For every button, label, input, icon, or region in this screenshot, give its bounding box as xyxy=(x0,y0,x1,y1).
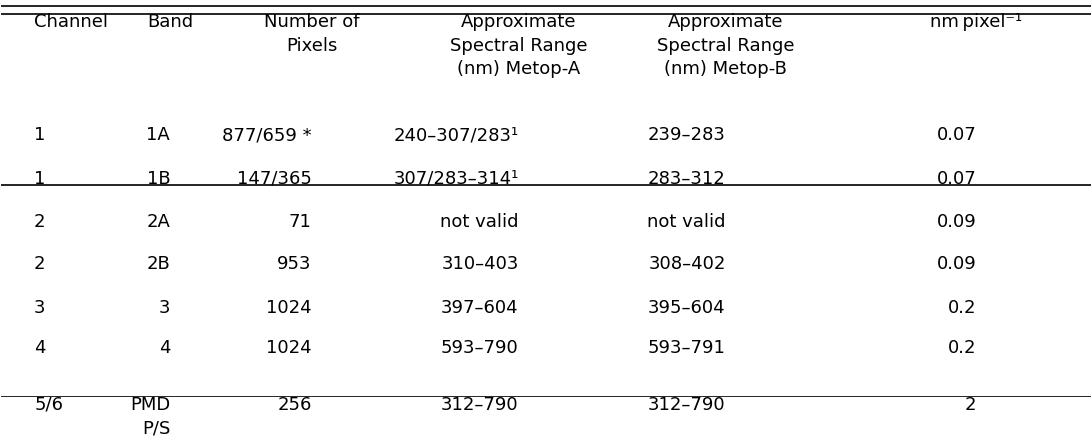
Text: 147/365: 147/365 xyxy=(237,170,312,187)
Text: not valid: not valid xyxy=(440,213,519,231)
Text: 4: 4 xyxy=(34,338,46,356)
Text: 2: 2 xyxy=(964,395,976,413)
Text: 310–403: 310–403 xyxy=(441,254,519,272)
Text: 953: 953 xyxy=(277,254,312,272)
Text: 0.07: 0.07 xyxy=(937,126,976,144)
Text: 0.2: 0.2 xyxy=(948,298,976,316)
Text: 397–604: 397–604 xyxy=(441,298,519,316)
Text: 308–402: 308–402 xyxy=(649,254,726,272)
Text: Channel: Channel xyxy=(34,13,108,31)
Text: 877/659 *: 877/659 * xyxy=(222,126,312,144)
Text: Band: Band xyxy=(147,13,193,31)
Text: not valid: not valid xyxy=(648,213,726,231)
Text: 395–604: 395–604 xyxy=(648,298,726,316)
Text: 283–312: 283–312 xyxy=(648,170,726,187)
Text: 307/283–314¹: 307/283–314¹ xyxy=(393,170,519,187)
Text: Number of
Pixels: Number of Pixels xyxy=(264,13,359,55)
Text: 2: 2 xyxy=(34,254,46,272)
Text: 1: 1 xyxy=(34,126,46,144)
Text: 2B: 2B xyxy=(146,254,170,272)
Text: 2: 2 xyxy=(34,213,46,231)
Text: 312–790: 312–790 xyxy=(648,395,726,413)
Text: 3: 3 xyxy=(158,298,170,316)
Text: 5/6: 5/6 xyxy=(34,395,63,413)
Text: 593–791: 593–791 xyxy=(648,338,726,356)
Text: 1A: 1A xyxy=(146,126,170,144)
Text: Approximate
Spectral Range
(nm) Metop-A: Approximate Spectral Range (nm) Metop-A xyxy=(450,13,587,78)
Text: 1: 1 xyxy=(34,170,46,187)
Text: 0.2: 0.2 xyxy=(948,338,976,356)
Text: 0.07: 0.07 xyxy=(937,170,976,187)
Text: 4: 4 xyxy=(158,338,170,356)
Text: 239–283: 239–283 xyxy=(648,126,726,144)
Text: 1B: 1B xyxy=(146,170,170,187)
Text: PMD
P/S: PMD P/S xyxy=(130,395,170,436)
Text: 240–307/283¹: 240–307/283¹ xyxy=(393,126,519,144)
Text: 312–790: 312–790 xyxy=(441,395,519,413)
Text: 1024: 1024 xyxy=(266,338,312,356)
Text: 3: 3 xyxy=(34,298,46,316)
Text: nm pixel⁻¹: nm pixel⁻¹ xyxy=(930,13,1022,31)
Text: 71: 71 xyxy=(289,213,312,231)
Text: 1024: 1024 xyxy=(266,298,312,316)
Text: 593–790: 593–790 xyxy=(441,338,519,356)
Text: 256: 256 xyxy=(277,395,312,413)
Text: 0.09: 0.09 xyxy=(937,254,976,272)
Text: Approximate
Spectral Range
(nm) Metop-B: Approximate Spectral Range (nm) Metop-B xyxy=(657,13,795,78)
Text: 0.09: 0.09 xyxy=(937,213,976,231)
Text: 2A: 2A xyxy=(146,213,170,231)
